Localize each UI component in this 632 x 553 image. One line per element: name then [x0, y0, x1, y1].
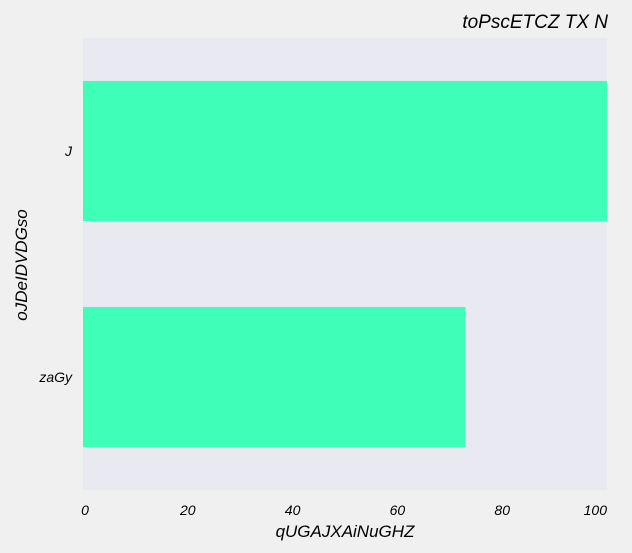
bar-zagy [83, 306, 466, 448]
chart-title: toPscETCZ TX N [462, 12, 608, 33]
y-tick-label: zaGy [38, 369, 73, 385]
x-tick-label: 60 [390, 502, 406, 518]
x-tick-label: 0 [81, 502, 89, 518]
x-axis-label: qUGAJXAiNuGHZ [276, 522, 415, 541]
bar-j [83, 80, 607, 222]
x-tick-label: 80 [494, 502, 510, 518]
x-tick-label: 40 [285, 502, 301, 518]
y-axis-label: oJDeIDVDGso [12, 209, 31, 320]
y-tick-label: J [64, 143, 73, 159]
bars-group [83, 80, 607, 448]
x-tick-label: 100 [584, 502, 608, 518]
x-tick-label: 20 [179, 502, 196, 518]
x-tick-labels: 0 20 40 60 80 100 [81, 502, 607, 518]
